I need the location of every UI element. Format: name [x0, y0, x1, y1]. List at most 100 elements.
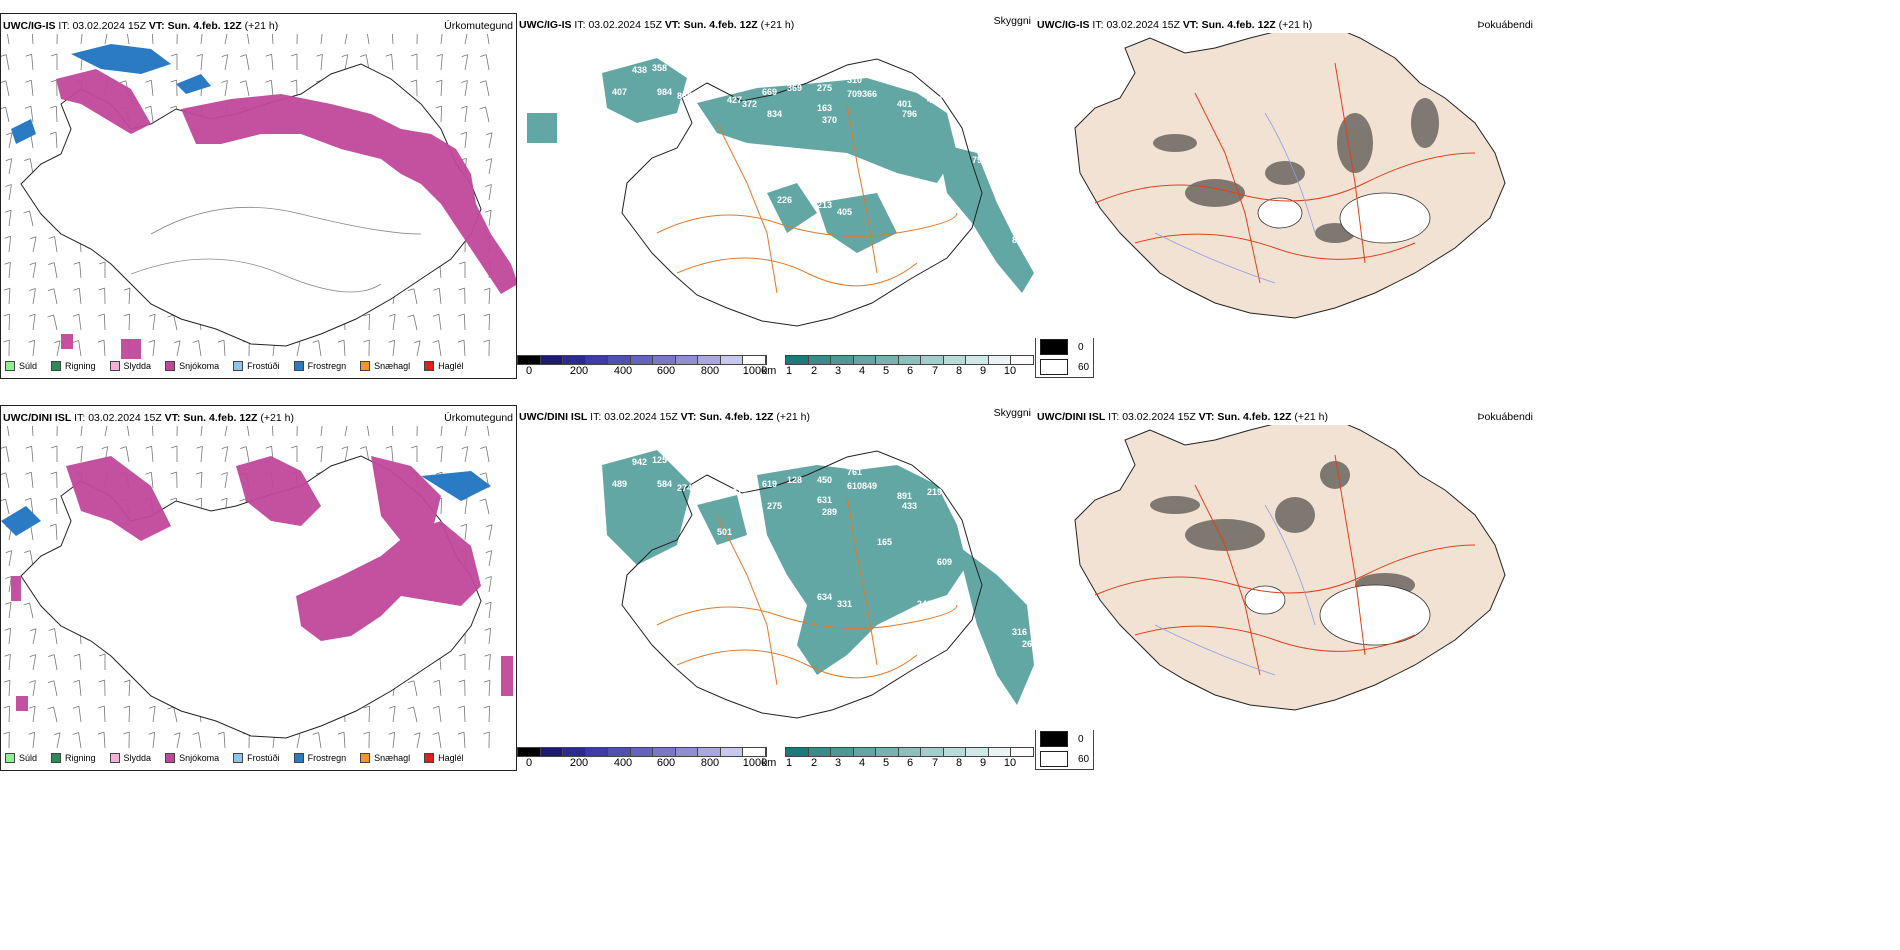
visibility-value-label: 489 [612, 479, 627, 489]
colorbar-cell [653, 748, 676, 756]
wind-barb-flag [337, 731, 345, 735]
visibility-value-label: 401 [897, 99, 912, 109]
wind-barb [80, 426, 83, 437]
wind-barb [152, 314, 156, 331]
wind-barb-flag [1, 80, 7, 83]
wind-barb [200, 446, 203, 463]
visibility-value-label: 370 [822, 115, 837, 125]
colorbar-cell [786, 748, 809, 756]
wind-barb [318, 340, 322, 357]
wind-barb [488, 654, 491, 671]
wind-barb [55, 497, 58, 515]
wind-barb-flag [485, 158, 492, 161]
visibility-value-label: 275 [767, 501, 782, 511]
wind-barb [438, 706, 442, 723]
wind-barb-flag [196, 53, 203, 57]
wind-barb [367, 426, 370, 437]
colorbar-cell [1011, 748, 1034, 756]
wind-barb-flag [76, 445, 83, 449]
legend-swatch [233, 753, 244, 763]
wind-barb-flag [170, 105, 177, 109]
wind-barb [391, 446, 394, 463]
colorbar-cell [966, 748, 989, 756]
wind-barb-flag [4, 261, 11, 265]
wind-barb-flag [3, 731, 10, 735]
wind-barb [391, 34, 394, 45]
wind-barb-flag [458, 287, 465, 291]
wind-barb [103, 313, 106, 331]
wind-barb-flag [458, 653, 466, 657]
wind-barb [8, 262, 11, 279]
colorbar-cell [943, 356, 967, 364]
wind-barb [7, 34, 10, 45]
wind-barb [128, 313, 131, 331]
wind-barb-flag [480, 54, 487, 57]
legend-item: Snjókoma [165, 361, 219, 371]
visibility-value-label: 209 [957, 107, 972, 117]
visibility-value-label: 891 [897, 491, 912, 501]
wind-barb [344, 446, 349, 463]
wind-barb-flag [480, 446, 487, 449]
wind-barb [438, 732, 442, 749]
wind-barb-flag [29, 288, 36, 291]
wind-barb [8, 288, 11, 305]
wind-barb [271, 426, 274, 437]
legend-item: Frostúði [233, 361, 280, 371]
visibility-value-label: 331 [837, 599, 852, 609]
wind-barb-flag [413, 732, 421, 736]
colorbar-cell [853, 748, 877, 756]
wind-barb [488, 210, 492, 227]
wind-barb-flag [221, 472, 228, 475]
wind-barb-flag [123, 731, 130, 735]
colorbar-cell [720, 748, 744, 756]
wind-barb [151, 446, 154, 463]
legend-item: Frostúði [233, 753, 280, 763]
wind-barb-flag [479, 80, 487, 84]
wind-barb-flag [432, 340, 439, 343]
wind-barb-flag [5, 550, 12, 553]
wind-barb [485, 54, 490, 71]
legend-item: Frostregn [293, 361, 346, 371]
colorbar-cell [720, 356, 744, 364]
wind-barb [78, 314, 82, 331]
visibility-value-label: 226 [777, 195, 792, 205]
wind-barb [318, 732, 322, 749]
legend-swatch [5, 361, 15, 371]
colorbar-cell [831, 356, 854, 364]
wind-barb-flag [433, 679, 440, 683]
wind-barb-flag [72, 732, 79, 735]
panel-title: UWC/IG-IS IT: 03.02.2024 15Z VT: Sun. 4.… [3, 20, 279, 32]
visibility-value-label: 407 [612, 87, 627, 97]
wind-barb-flag [72, 313, 80, 317]
wind-barb [8, 680, 11, 697]
visibility-value-label: 316 [1012, 627, 1027, 637]
wind-barb-flag [97, 339, 105, 343]
wind-barb-flag [73, 261, 80, 265]
wind-barb [416, 340, 421, 357]
wind-barb-flag [5, 158, 12, 161]
wind-barb-flag [29, 628, 37, 632]
colorbar-cell [853, 356, 877, 364]
wind-barb [344, 54, 349, 71]
wind-barb-flag [72, 705, 80, 709]
wind-barb [56, 732, 61, 749]
wind-barb [464, 106, 468, 123]
visibility-value-label: 634 [817, 592, 832, 602]
wind-barb-flag [47, 314, 54, 318]
colorbar-cell [1011, 356, 1034, 364]
wind-barb-flag [388, 339, 395, 343]
wind-barb-flag [50, 53, 58, 57]
panel-parameter-name: Úrkomutegund [444, 20, 513, 32]
visibility-value-label: 497 [927, 95, 942, 105]
wind-barb-flag [98, 261, 106, 265]
wind-barb-flag [290, 53, 298, 57]
wind-barb [31, 446, 34, 463]
visibility-value-label: 366 [862, 89, 877, 99]
wind-barb-flag [148, 705, 156, 709]
wind-barb-flag [485, 524, 493, 528]
wind-barb-flag [4, 601, 12, 605]
wind-barb-flag [461, 446, 468, 449]
wind-barb-flag [483, 287, 491, 291]
legend-item: Slydda [109, 361, 151, 371]
wind-barb [485, 106, 490, 123]
